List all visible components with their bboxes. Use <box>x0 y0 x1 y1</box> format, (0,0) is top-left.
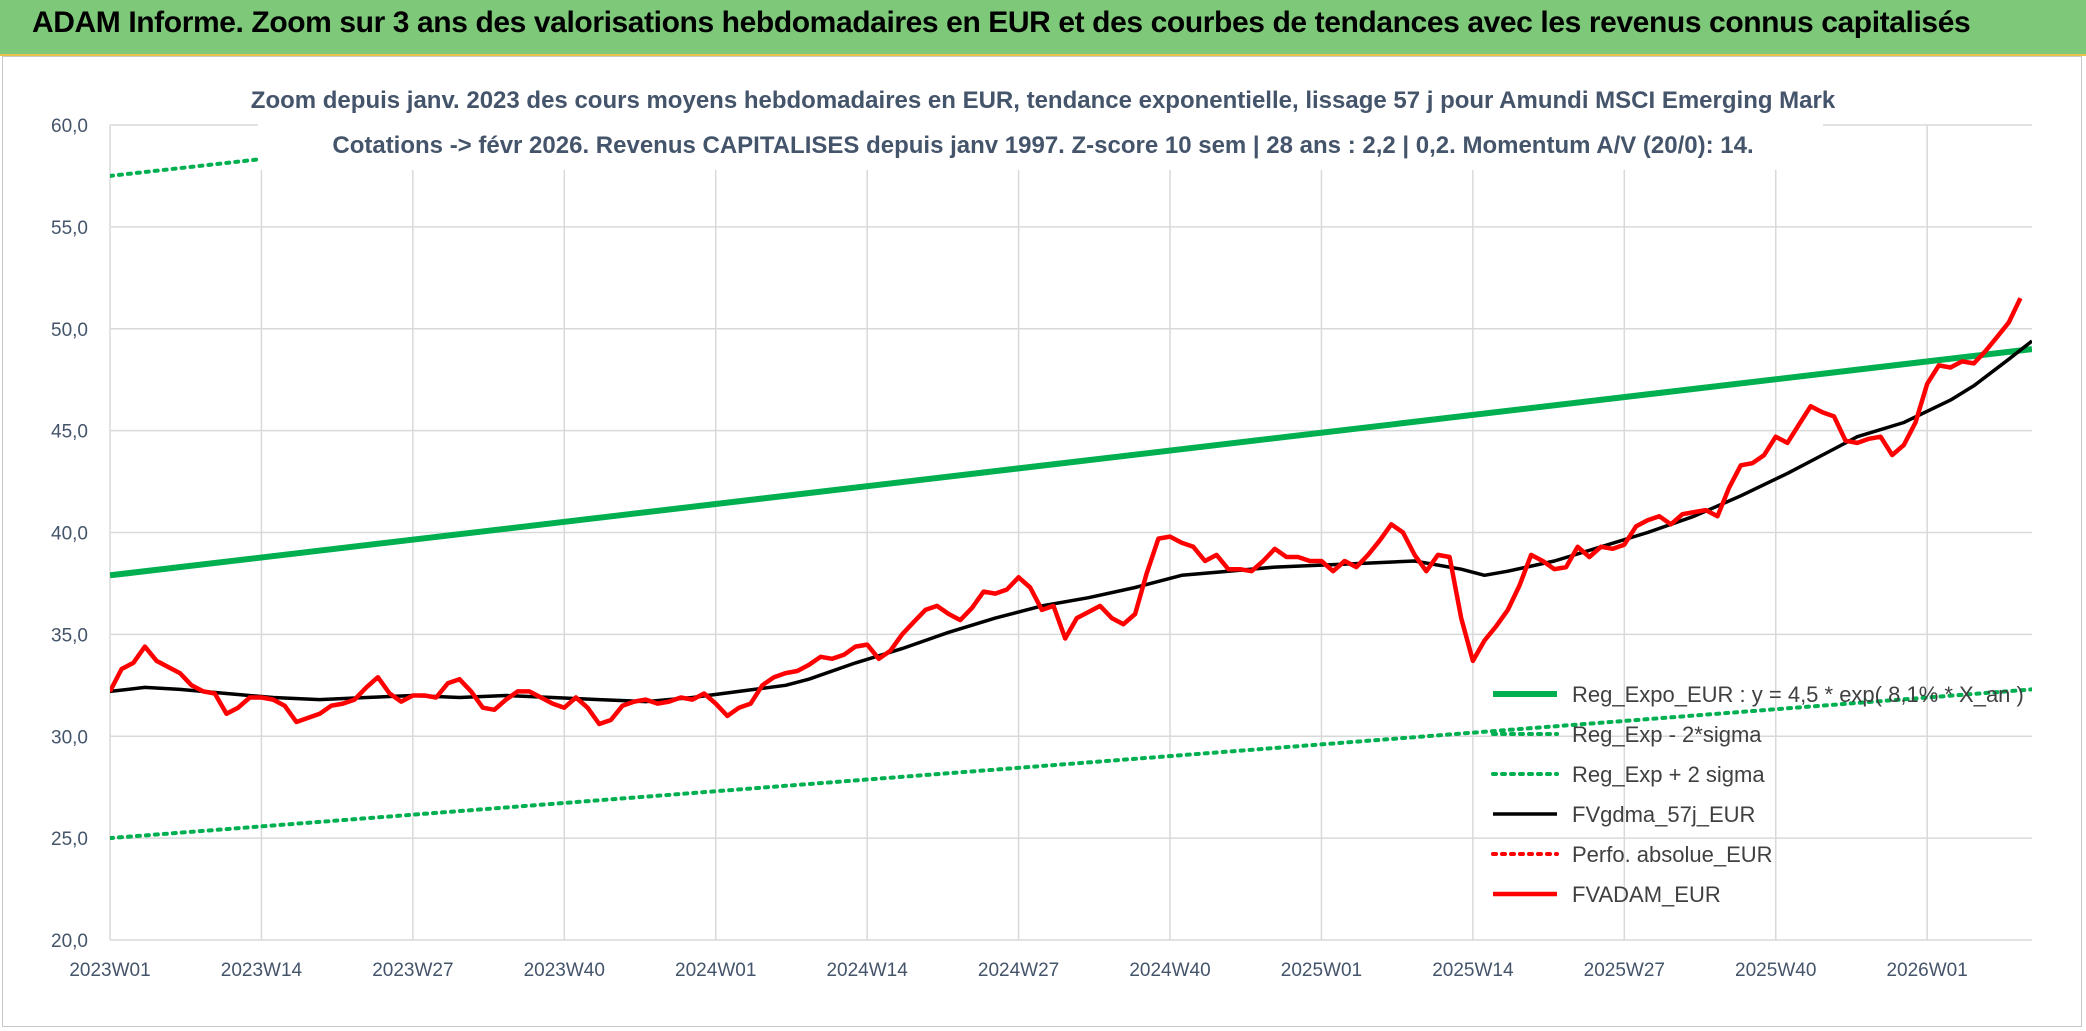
x-tick-label: 2023W27 <box>372 960 453 981</box>
report-banner: ADAM Informe. Zoom sur 3 ans des valoris… <box>0 0 2086 56</box>
series-line-5 <box>110 297 2023 727</box>
x-tick-label: 2023W01 <box>69 960 150 981</box>
legend-label: Perfo. absolue_EUR <box>1572 842 1773 867</box>
legend-label: FVADAM_EUR <box>1572 882 1721 907</box>
chart-frame <box>2 56 2082 1027</box>
x-tick-label: 2024W40 <box>1129 960 1210 981</box>
series-line-0 <box>110 346 2032 579</box>
title-background <box>258 78 1823 170</box>
series-line-3 <box>110 339 2032 704</box>
series-lines <box>110 78 2032 841</box>
x-tick-label: 2023W40 <box>524 960 605 981</box>
y-tick-label: 40,0 <box>51 524 88 545</box>
legend-label: Reg_Exp + 2 sigma <box>1572 762 1765 787</box>
x-tick-label: 2025W40 <box>1735 960 1816 981</box>
y-tick-label: 50,0 <box>51 320 88 341</box>
legend: Reg_Expo_EUR : y = 4,5 * exp( 8,1% * X_a… <box>1491 682 2024 907</box>
y-axis-ticks: 20,0 25,0 30,0 35,0 40,0 45,0 50,0 55,0 60,0 <box>51 116 88 952</box>
x-tick-label: 2025W14 <box>1432 960 1514 981</box>
series-line-1 <box>110 687 2032 841</box>
chart-title: Zoom depuis janv. 2023 des cours moyens … <box>251 87 1836 114</box>
x-tick-label: 2025W01 <box>1281 960 1362 981</box>
y-tick-label: 45,0 <box>51 422 88 443</box>
y-tick-label: 30,0 <box>51 727 88 748</box>
y-tick-label: 35,0 <box>51 625 88 646</box>
legend-label: Reg_Exp - 2*sigma <box>1572 722 1762 747</box>
gridlines <box>109 124 2032 941</box>
y-tick-label: 60,0 <box>51 116 88 137</box>
chart-subtitle: Cotations -> févr 2026. Revenus CAPITALI… <box>332 132 1753 159</box>
x-tick-label: 2024W27 <box>978 960 1059 981</box>
y-tick-label: 25,0 <box>51 829 88 850</box>
x-tick-label: 2023W14 <box>221 960 303 981</box>
x-tick-label: 2024W14 <box>826 960 908 981</box>
legend-label: Reg_Expo_EUR : y = 4,5 * exp( 8,1% * X_a… <box>1572 682 2024 707</box>
x-tick-label: 2026W01 <box>1886 960 1967 981</box>
y-tick-label: 55,0 <box>51 218 88 239</box>
x-tick-label: 2024W01 <box>675 960 756 981</box>
legend-label: FVgdma_57j_EUR <box>1572 802 1755 827</box>
report-title: ADAM Informe. Zoom sur 3 ans des valoris… <box>32 6 1971 39</box>
x-axis-ticks: 2023W01 2023W14 2023W27 2023W40 2024W01 2024W… <box>69 960 1968 981</box>
y-tick-label: 20,0 <box>51 931 88 952</box>
x-tick-label: 2025W27 <box>1584 960 1665 981</box>
